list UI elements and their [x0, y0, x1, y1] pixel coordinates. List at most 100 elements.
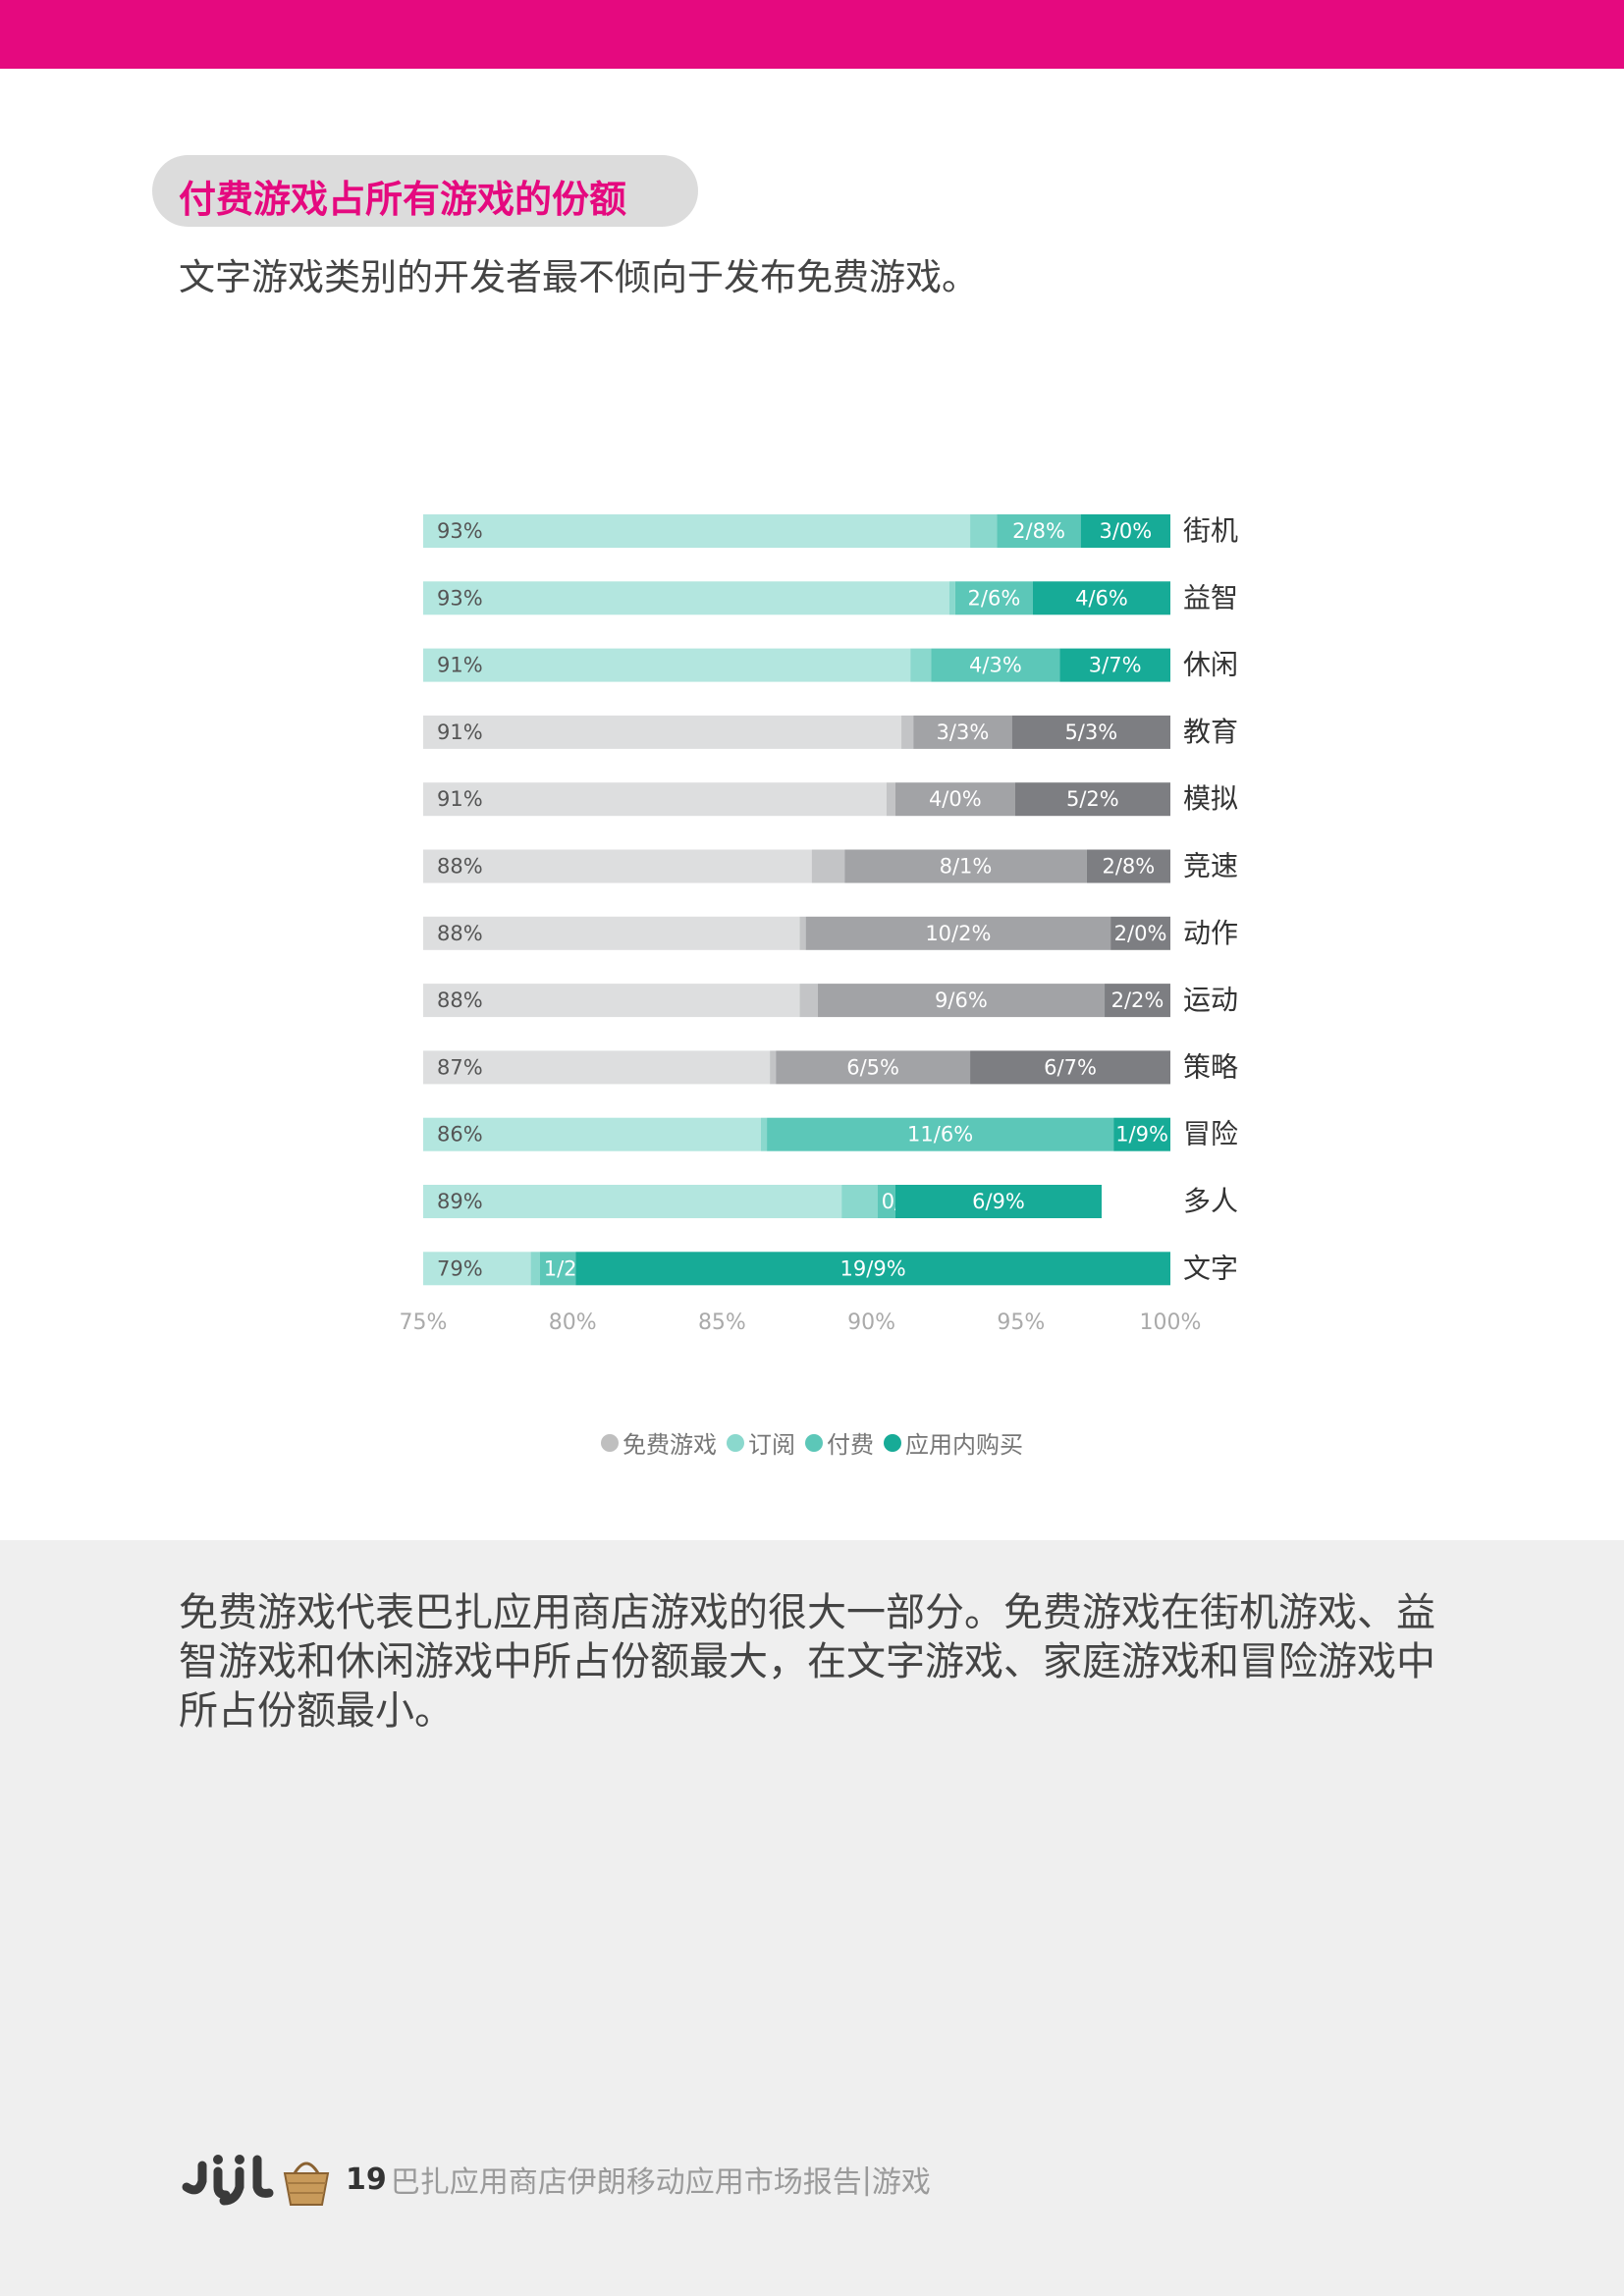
value-label: 91%: [437, 721, 483, 744]
value-label: 2/8%: [1103, 855, 1156, 879]
value-label: 6/9%: [972, 1190, 1025, 1213]
bar-segment: [1059, 648, 1170, 682]
value-label: 19/9%: [840, 1256, 906, 1280]
value-label: 6/7%: [1044, 1055, 1097, 1079]
bar-segment: [1110, 916, 1170, 950]
bar-segment: [423, 782, 887, 817]
value-label: 79%: [437, 1256, 483, 1280]
value-label: 9/6%: [935, 988, 988, 1012]
category-label: 动作: [1183, 917, 1238, 949]
value-label: 86%: [437, 1123, 483, 1147]
legend-item: 付费: [805, 1425, 874, 1460]
value-label: 3/7%: [1089, 654, 1142, 677]
category-label: 街机: [1183, 514, 1238, 547]
bar-segment: [948, 581, 955, 615]
paragraph: 免费游戏代表巴扎应用商店游戏的很大一部分。免费游戏在街机游戏、益智游戏和休闲游戏…: [179, 1590, 1435, 1734]
bar-segment: [913, 715, 1012, 749]
x-tick-label: 100%: [1140, 1310, 1202, 1335]
bar-segment: [1105, 984, 1170, 1018]
bar-segment: [539, 1252, 576, 1286]
legend-item: 免费游戏: [601, 1425, 717, 1460]
value-label: 91%: [437, 654, 483, 677]
bar-segment: [776, 1050, 971, 1085]
bar-segment: [423, 648, 911, 682]
value-label: 88%: [437, 855, 483, 879]
bar-segment: [970, 514, 998, 548]
bar-segment: [767, 1117, 1114, 1151]
legend-label: 订阅: [748, 1431, 795, 1459]
bar-segment: [805, 916, 1111, 950]
category-label: 文字: [1183, 1252, 1238, 1284]
bar-segment: [423, 849, 812, 883]
section-name: 游戏: [871, 2165, 931, 2200]
bar-segment: [770, 1050, 777, 1085]
bar-segment: [1032, 581, 1170, 615]
bar-segment: [811, 849, 845, 883]
bar-segment: [1113, 1117, 1170, 1151]
value-label: 4/6%: [1075, 586, 1128, 610]
bar-segment: [844, 849, 1087, 883]
value-label: 5/2%: [1066, 787, 1119, 811]
bar-segment: [423, 1252, 531, 1286]
subtitle: 文字游戏类别的开发者最不倾向于发布免费游戏。: [179, 256, 978, 298]
legend-label: 付费: [827, 1431, 874, 1459]
value-label: 3/0%: [1099, 519, 1152, 543]
bar-segment: [1086, 849, 1170, 883]
legend-label: 应用内购买: [905, 1431, 1023, 1459]
category-label: 益智: [1183, 581, 1238, 614]
bar-segment: [877, 1185, 895, 1218]
value-label: 93%: [437, 586, 483, 610]
legend: 免费游戏 订阅 付费 应用内购买: [0, 1425, 1624, 1460]
value-label: 8/1%: [940, 855, 993, 879]
category-label: 休闲: [1183, 649, 1238, 681]
category-label: 竞速: [1183, 850, 1238, 882]
footer: 19 巴扎应用商店伊朗移动应用市场报告 | 游戏: [179, 2148, 931, 2211]
bar-segment: [423, 916, 800, 950]
logo: [182, 2155, 330, 2206]
section-title: 付费游戏占所有游戏的份额: [179, 178, 627, 221]
bar-segment: [954, 581, 1033, 615]
value-label: 2/2%: [1111, 988, 1164, 1012]
legend-label: 免费游戏: [623, 1431, 717, 1459]
value-label: 93%: [437, 519, 483, 543]
category-label: 冒险: [1183, 1118, 1238, 1150]
bar-segment: [423, 1185, 842, 1218]
bar-segment: [423, 715, 902, 749]
value-label: 87%: [437, 1055, 483, 1079]
bar-segment: [931, 648, 1060, 682]
bar-segment: [575, 1252, 1170, 1286]
bar-segment: [1014, 782, 1170, 817]
value-label: 2/0%: [1114, 922, 1167, 945]
legend-item: 订阅: [727, 1425, 795, 1460]
category-label: 模拟: [1183, 782, 1238, 815]
value-label: 10/2%: [925, 922, 991, 945]
bar-segment: [423, 1050, 771, 1085]
bar-segment: [1080, 514, 1170, 548]
category-label: 多人: [1183, 1185, 1238, 1217]
legend-marker: [601, 1433, 619, 1452]
value-label: 89%: [437, 1190, 483, 1213]
bar-segment: [799, 916, 806, 950]
bar-segment: [970, 1050, 1170, 1085]
category-label: 策略: [1183, 1050, 1238, 1083]
value-label: 4/3%: [969, 654, 1022, 677]
legend-marker: [884, 1433, 901, 1452]
value-label: 88%: [437, 922, 483, 945]
bar-segment: [530, 1252, 540, 1286]
value-label: 6/5%: [846, 1055, 899, 1079]
value-label: 2/8%: [1012, 519, 1065, 543]
legend-item: 应用内购买: [884, 1425, 1023, 1460]
x-tick-label: 95%: [997, 1310, 1045, 1335]
bar-segment: [894, 782, 1015, 817]
title-pill: [152, 155, 698, 227]
top-bar: [0, 0, 1624, 69]
value-label: 91%: [437, 787, 483, 811]
value-label: 2/6%: [968, 586, 1021, 610]
page-number: 19: [346, 2162, 387, 2197]
bar-segment: [817, 984, 1106, 1018]
value-label: 4/0%: [929, 787, 982, 811]
category-label: 运动: [1183, 984, 1238, 1016]
bar-segment: [886, 782, 895, 817]
bar-segment: [901, 715, 914, 749]
